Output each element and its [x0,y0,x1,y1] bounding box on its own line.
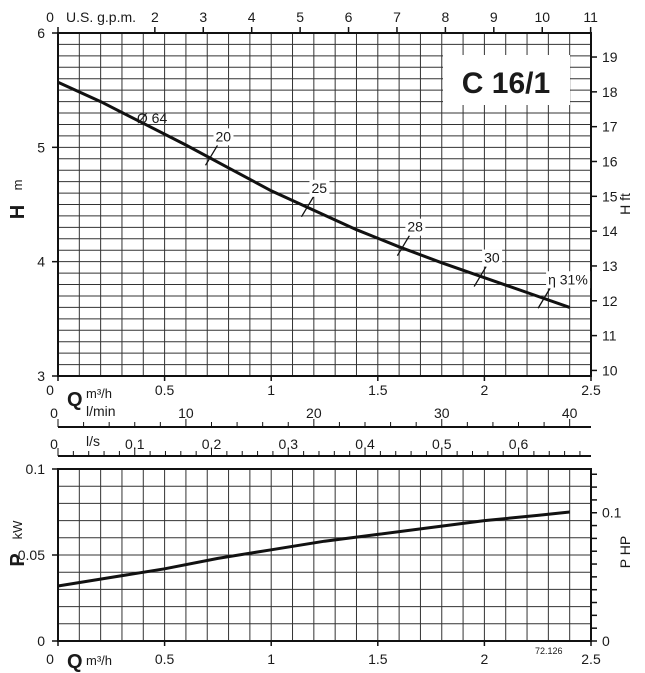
head-y-tick-label: 5 [37,139,45,155]
gpm-tick-label: 6 [345,9,353,25]
gpm-label: U.S. g.p.m. [66,9,136,25]
efficiency-label-bg [309,179,330,197]
head-curve [57,80,571,309]
head-y2-tick-label: 19 [602,49,618,65]
ls-tick-label: 0.3 [279,436,299,452]
efficiency-tick [204,145,219,166]
power-y-tick-label: 0 [37,633,45,649]
power-x-tick-label: 2.5 [581,651,601,667]
head-y-tick-label: 4 [37,254,45,270]
head-y2-tick-label: 15 [602,188,618,204]
gpm-tick-label: 8 [441,9,449,25]
head-grid [58,33,591,376]
lmin-tick-label: 40 [562,405,578,421]
power-x-tick-label: 1 [267,651,275,667]
head-y2-tick-label: 18 [602,84,618,100]
efficiency-tick [396,235,410,256]
power-y-tick-label: 0.1 [26,461,46,477]
efficiency-tick [473,266,487,287]
efficiency-label: 30 [484,250,500,266]
power-curve-layer [57,510,570,588]
power-y-unit: kW [10,520,25,540]
efficiency-label: 20 [216,128,232,144]
gpm-tick-label: 7 [393,9,401,25]
gpm-tick-label: 9 [490,9,498,25]
head-x-tick-label: 0.5 [155,382,175,398]
power-x-unit: m³/h [86,653,112,668]
ls-tick-label: 0.5 [432,436,452,452]
power-x-label: Q [67,651,83,673]
lmin-tick-label: 0 [50,405,58,421]
head-y2-tick-label: 12 [602,293,618,309]
ls-tick-label: 0.6 [509,436,529,452]
lmin-label: l/min [86,403,116,419]
head-curve-layer: Ø 64 [57,80,571,309]
power-y2-tick-label: 0 [602,633,610,649]
flow-scales: 0 10 20 30 40 0 0.1 0.2 0.3 0.4 0.5 0.6 [50,405,591,457]
efficiency-label-bg [405,218,426,236]
efficiency-label-bg [546,271,591,289]
ls-tick-label: 0.1 [125,436,145,452]
power-y-tick-label: 0.05 [18,547,45,563]
efficiency-tick [537,287,551,309]
gpm-tick-label: 11 [583,9,598,25]
head-x-tick-label: 2 [481,382,489,398]
ls-label: l/s [86,433,100,449]
power-x-tick-label: 1.5 [368,651,388,667]
ls-tick-label: 0.4 [355,436,375,452]
chart-title: C 16/1 [462,67,550,100]
head-y2-tick-label: 10 [602,362,618,378]
lmin-tick-label: 30 [434,405,450,421]
head-x-tick-label: 2.5 [581,382,601,398]
efficiency-label: η 31% [548,271,588,287]
head-x-unit: m³/h [86,386,112,401]
gpm-tick-label: 0 [46,9,54,25]
power-y-label: P [7,553,29,566]
head-x-tick-label: 0 [46,382,54,398]
head-y2-label: H ft [617,193,633,215]
ls-tick-label: 0 [50,436,58,452]
efficiency-label-bg [482,249,503,267]
efficiency-label-bg [213,128,234,146]
head-curve-label: Ø 64 [137,110,168,126]
chart-code: 72.126 [535,646,563,656]
power-grid [58,469,591,641]
head-y2-tick-label: 16 [602,153,618,169]
power-curve [57,510,570,588]
head-y-label: H [7,205,29,219]
gpm-tick-label: 5 [296,9,304,25]
lmin-tick-label: 10 [178,405,194,421]
title-box [443,55,570,105]
efficiency-label: 28 [407,219,423,235]
head-x-label: Q [67,389,83,411]
head-plot-frame [57,32,592,377]
efficiency-label: 25 [311,180,327,196]
head-y2-tick-label: 11 [602,328,617,344]
gpm-tick-label: 4 [248,9,256,25]
power-y2-tick-label: 0.1 [602,505,622,521]
gpm-tick-label: 3 [199,9,207,25]
power-x-tick-label: 0 [46,651,54,667]
head-x-tick-label: 1 [267,382,275,398]
lmin-tick-label: 20 [306,405,322,421]
efficiency-tick [300,196,315,218]
gpm-tick-label: 10 [534,9,550,25]
gpm-tick-label: 2 [151,9,159,25]
power-y2-label: P HP [617,536,633,568]
head-y2-tick-label: 13 [602,258,618,274]
head-y2-tick-label: 14 [602,223,618,239]
head-y-tick-label: 3 [37,368,45,384]
head-x-tick-label: 1.5 [368,382,388,398]
head-y-tick-label: 6 [37,25,45,41]
power-x-tick-label: 0.5 [155,651,175,667]
ls-tick-label: 0.2 [202,436,222,452]
head-frame [57,32,592,377]
efficiency-marks: 20 25 28 30 η 31% [204,128,591,309]
head-y2-tick-label: 17 [602,119,618,135]
head-y-unit: m [10,180,25,191]
power-x-tick-label: 2 [481,651,489,667]
